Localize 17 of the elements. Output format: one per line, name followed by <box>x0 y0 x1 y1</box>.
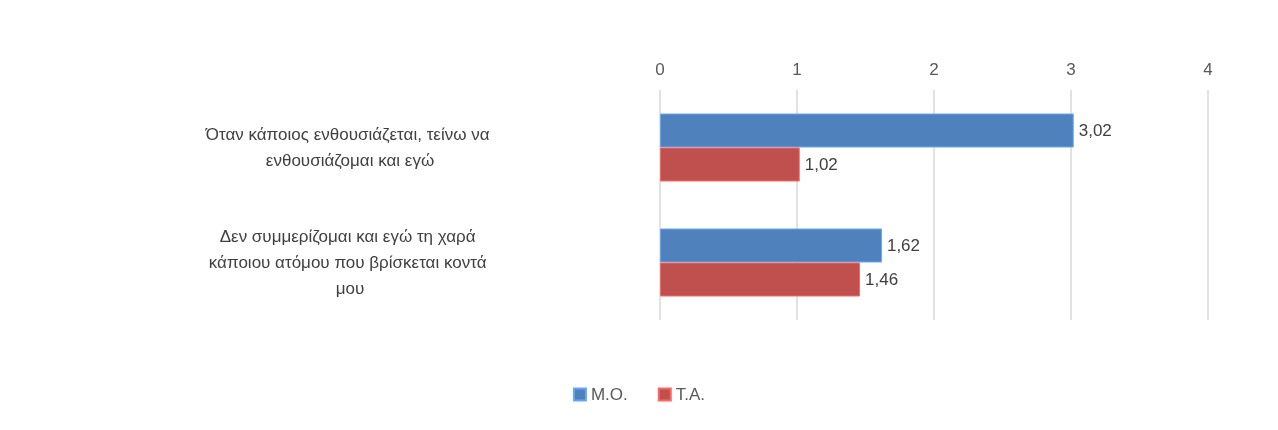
legend-label: Τ.Α. <box>675 385 706 404</box>
bar <box>660 113 1074 148</box>
bar <box>660 228 882 263</box>
y-tick-label: Δεν συμμερίζομαι και εγώ τη χαρά κάποιου ατόμου που βρίσκεται κοντά μου <box>208 227 492 298</box>
data-label: 1,02 <box>804 155 838 174</box>
data-label: 1,62 <box>886 236 921 255</box>
data-label: 1,46 <box>865 270 899 289</box>
x2-tick-label: 4 <box>1203 60 1213 79</box>
data-label: 3,02 <box>1078 121 1112 140</box>
bar <box>660 262 861 297</box>
x2-tick-label: 1 <box>792 60 802 79</box>
bar <box>660 147 800 182</box>
x2-tick-label: 0 <box>655 60 665 79</box>
legend-label: Μ.Ο. <box>590 385 628 404</box>
x2-tick-label: 2 <box>929 60 939 79</box>
x2-tick-label: 3 <box>1066 60 1076 79</box>
y-tick-label: Όταν κάποιος ενθουσιάζεται, τείνω να ενθουσιάζομαι και εγώ <box>204 125 495 170</box>
